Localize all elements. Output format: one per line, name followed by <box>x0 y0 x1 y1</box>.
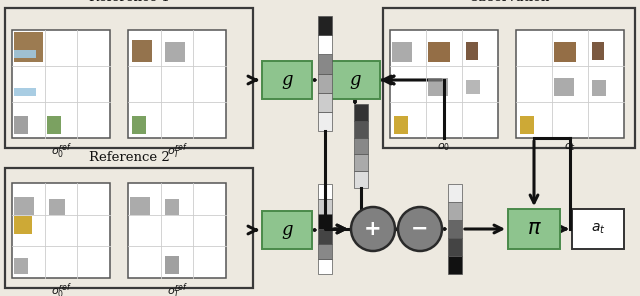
Text: g: g <box>281 221 292 239</box>
Bar <box>318 73 332 93</box>
Bar <box>47 116 61 134</box>
Bar <box>14 32 43 62</box>
Bar <box>428 42 450 62</box>
Bar <box>318 54 332 73</box>
Bar <box>318 35 332 54</box>
Text: $o^{ref}_{0}$: $o^{ref}_{0}$ <box>51 141 72 161</box>
Bar <box>132 116 146 134</box>
Bar <box>354 155 368 171</box>
Bar <box>592 80 606 96</box>
Bar <box>318 112 332 131</box>
Bar <box>354 104 368 121</box>
Bar <box>354 121 368 138</box>
Bar <box>448 184 462 202</box>
Bar <box>466 80 480 94</box>
Bar <box>572 209 624 249</box>
Bar <box>516 30 624 138</box>
Text: $o^{ref}_{T}$: $o^{ref}_{T}$ <box>166 281 188 296</box>
Bar <box>318 16 332 35</box>
Bar <box>318 229 332 244</box>
Bar <box>12 30 110 138</box>
Text: Reference 1: Reference 1 <box>88 0 170 4</box>
Bar <box>466 42 478 60</box>
Bar <box>49 199 65 215</box>
Bar <box>12 183 110 278</box>
Text: +: + <box>364 219 382 239</box>
Bar <box>354 138 368 155</box>
Bar <box>330 61 380 99</box>
Circle shape <box>351 207 395 251</box>
Bar <box>448 202 462 220</box>
Bar <box>5 8 253 148</box>
Text: $o_t$: $o_t$ <box>564 141 576 153</box>
Bar <box>554 42 576 62</box>
Bar <box>14 50 36 58</box>
Bar <box>392 42 412 62</box>
Bar <box>318 184 332 199</box>
Text: −: − <box>412 219 429 239</box>
Bar <box>130 197 150 215</box>
Bar <box>14 116 28 134</box>
Bar <box>262 211 312 249</box>
Bar <box>592 42 604 60</box>
Bar <box>390 30 498 138</box>
Text: $o^{ref}_{0}$: $o^{ref}_{0}$ <box>51 281 72 296</box>
Bar <box>448 238 462 256</box>
Text: Reference 2: Reference 2 <box>88 151 170 164</box>
Text: $o_0$: $o_0$ <box>437 141 451 153</box>
Bar <box>14 197 34 215</box>
Text: g: g <box>349 71 361 89</box>
Bar <box>164 256 179 274</box>
Bar <box>428 78 448 96</box>
Circle shape <box>398 207 442 251</box>
Bar <box>318 244 332 259</box>
Bar <box>14 216 32 234</box>
Text: $\pi$: $\pi$ <box>527 220 541 239</box>
Bar <box>318 259 332 274</box>
Bar <box>554 78 574 96</box>
Bar <box>164 42 185 62</box>
Bar <box>14 258 28 274</box>
Bar <box>318 93 332 112</box>
Bar <box>448 220 462 238</box>
Bar <box>520 116 534 134</box>
Bar <box>508 209 560 249</box>
Bar <box>383 8 635 148</box>
Text: $a_t$: $a_t$ <box>591 222 605 236</box>
Bar <box>318 199 332 214</box>
Bar <box>394 116 408 134</box>
Text: g: g <box>281 71 292 89</box>
Bar <box>448 256 462 274</box>
Bar <box>354 171 368 188</box>
Bar <box>5 168 253 288</box>
Bar <box>128 183 226 278</box>
Bar <box>164 199 179 215</box>
Bar <box>14 88 36 96</box>
Bar <box>128 30 226 138</box>
Bar <box>318 214 332 229</box>
Text: Observation: Observation <box>468 0 550 4</box>
Text: $o^{ref}_{T}$: $o^{ref}_{T}$ <box>166 141 188 161</box>
Bar <box>132 40 152 62</box>
Bar <box>262 61 312 99</box>
